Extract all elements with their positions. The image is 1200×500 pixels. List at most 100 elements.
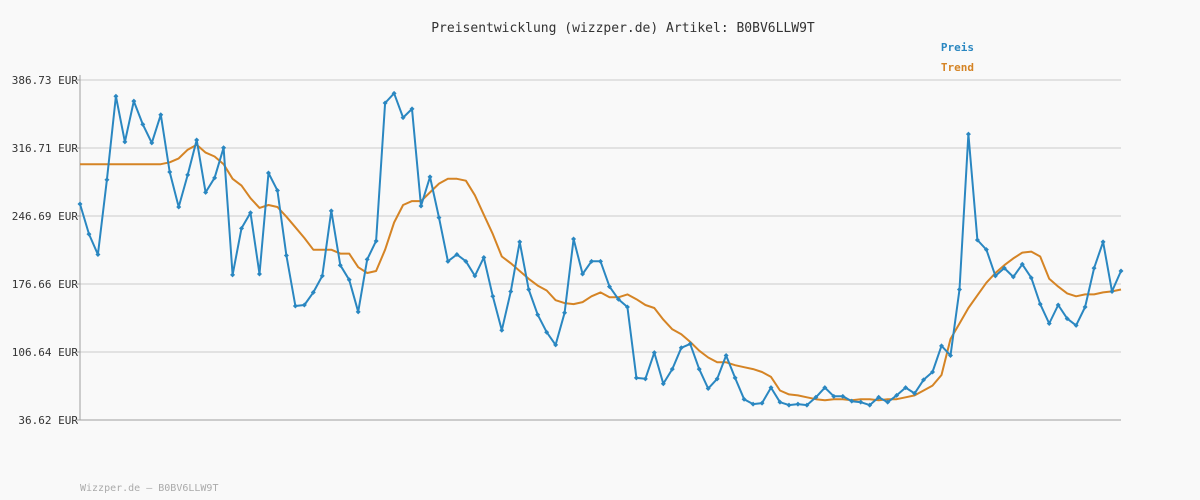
data-point: [983, 247, 989, 253]
data-point: [795, 401, 801, 407]
data-point: [319, 273, 325, 279]
data-point: [221, 145, 227, 151]
data-point: [194, 137, 200, 143]
data-point: [1082, 304, 1088, 310]
y-tick-label: 246.69 EUR: [12, 210, 79, 223]
data-point: [822, 385, 828, 391]
data-point: [633, 375, 639, 381]
data-point: [1091, 265, 1097, 271]
data-point: [256, 271, 262, 277]
data-point: [930, 369, 936, 375]
y-tick-label: 176.66 EUR: [12, 278, 79, 291]
data-point: [499, 327, 505, 333]
data-point: [912, 390, 918, 396]
y-axis-ticks: 386.73 EUR 316.71 EUR 246.69 EUR 176.66 EUR…: [12, 74, 80, 427]
data-point: [131, 98, 137, 104]
data-point: [508, 288, 514, 294]
data-point: [337, 262, 343, 268]
data-point: [813, 394, 819, 400]
data-point: [956, 287, 962, 293]
data-point: [248, 210, 254, 216]
data-point: [1037, 301, 1043, 307]
grid-lines: [80, 79, 1121, 353]
data-point: [113, 93, 119, 99]
data-point: [1055, 302, 1061, 308]
data-point: [939, 343, 945, 349]
data-point: [1019, 261, 1025, 267]
data-point: [544, 329, 550, 335]
data-point: [176, 204, 182, 210]
data-point: [714, 376, 720, 382]
data-point: [723, 353, 729, 359]
data-point: [615, 296, 621, 302]
data-point: [382, 100, 388, 106]
data-point: [571, 236, 577, 242]
chart-title: Preisentwicklung (wizzper.de) Artikel: B…: [431, 21, 815, 36]
data-point: [409, 106, 415, 112]
data-point: [947, 353, 953, 359]
data-point: [553, 342, 559, 348]
data-point: [212, 175, 218, 181]
data-point: [624, 304, 630, 310]
data-point: [580, 271, 586, 277]
footer-credit: Wizzper.de – B0BV6LLW9T: [80, 483, 218, 494]
data-point: [885, 399, 891, 405]
data-point: [445, 258, 451, 264]
y-tick-label: 386.73 EUR: [12, 74, 79, 87]
data-point: [77, 201, 83, 207]
data-point: [562, 310, 568, 316]
data-point: [283, 253, 289, 259]
data-point: [140, 121, 146, 127]
data-point: [1073, 322, 1079, 328]
data-point: [1046, 320, 1052, 326]
y-tick-label: 316.71 EUR: [12, 142, 79, 155]
data-point: [104, 177, 110, 183]
data-point: [705, 386, 711, 392]
data-point: [364, 256, 370, 262]
data-point: [418, 203, 424, 209]
data-point: [292, 303, 298, 309]
data-point: [804, 402, 810, 408]
data-point: [669, 366, 675, 372]
data-point: [849, 398, 855, 404]
data-point: [239, 225, 245, 231]
data-point: [965, 131, 971, 137]
data-point: [517, 239, 523, 245]
data-point: [158, 112, 164, 118]
data-point: [373, 238, 379, 244]
series-layer: [77, 90, 1124, 408]
data-point: [203, 189, 209, 195]
data-point: [346, 277, 352, 283]
data-point: [149, 140, 155, 146]
data-point: [265, 170, 271, 176]
data-point: [660, 381, 666, 387]
data-point: [185, 172, 191, 178]
series-line-preis: [79, 92, 1122, 407]
legend-preis: Preis: [941, 41, 974, 54]
y-tick-label: 36.62 EUR: [18, 414, 78, 427]
data-point: [642, 376, 648, 382]
data-point: [840, 393, 846, 399]
data-point: [732, 375, 738, 381]
data-point: [1010, 274, 1016, 280]
data-point: [310, 289, 316, 295]
data-point: [759, 400, 765, 406]
data-point: [454, 252, 460, 258]
legend-trend: Trend: [941, 61, 974, 74]
data-point: [490, 293, 496, 299]
data-point: [974, 237, 980, 243]
data-point: [687, 341, 693, 347]
data-point: [301, 302, 307, 308]
data-point: [535, 312, 541, 318]
data-point: [867, 402, 873, 408]
data-point: [427, 174, 433, 180]
data-point: [678, 345, 684, 351]
data-point: [355, 309, 361, 315]
data-point: [921, 377, 927, 383]
data-point: [903, 385, 909, 391]
data-point: [436, 215, 442, 221]
data-point: [750, 401, 756, 407]
data-point: [1064, 316, 1070, 322]
data-point: [472, 273, 478, 279]
data-point: [122, 139, 128, 145]
